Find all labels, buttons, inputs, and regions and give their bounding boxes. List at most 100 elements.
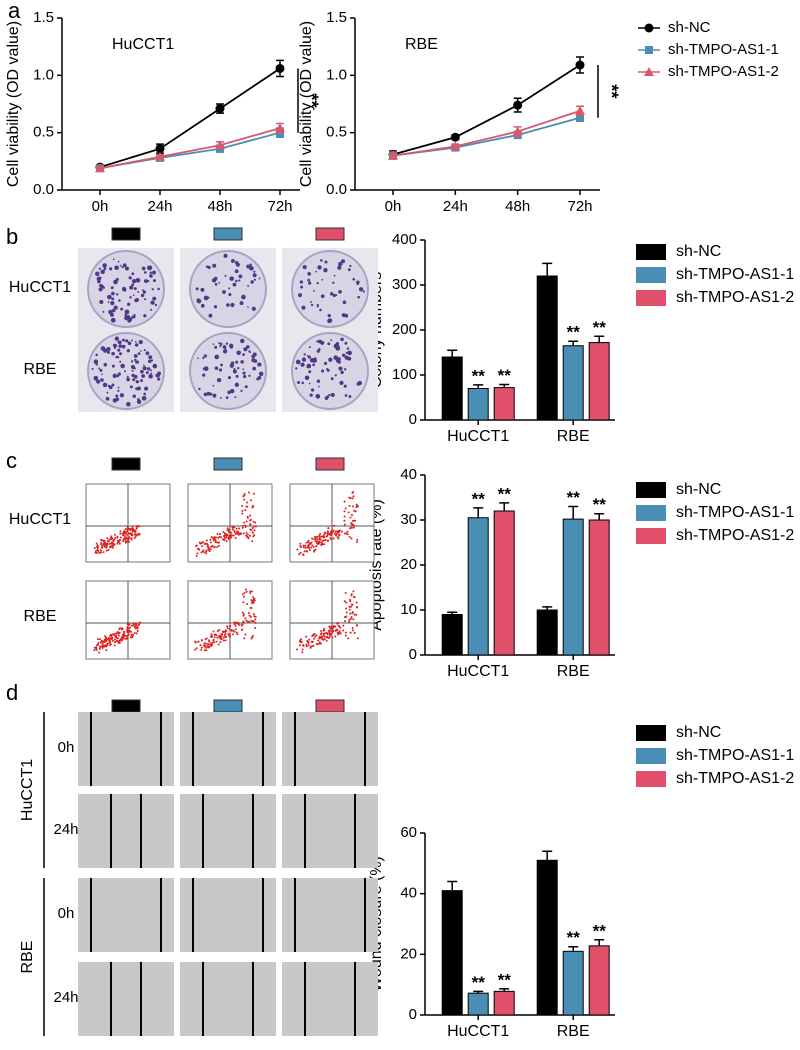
colony [99, 368, 103, 372]
legend-label: sh-TMPO-AS1-2 [676, 770, 794, 787]
colony [220, 396, 222, 399]
event [306, 550, 309, 553]
colony [299, 280, 304, 284]
colony [128, 276, 132, 280]
colony [145, 351, 150, 356]
event [345, 532, 348, 535]
event [299, 551, 302, 554]
colony [118, 299, 121, 302]
colony [235, 279, 238, 283]
event [330, 625, 333, 628]
bar [441, 614, 463, 656]
event [308, 638, 311, 641]
y-tick-label: 0.5 [326, 124, 347, 141]
event [100, 543, 103, 546]
colony [307, 355, 311, 359]
event [118, 627, 121, 630]
group-tag [315, 457, 345, 471]
colony [103, 350, 106, 353]
colony [102, 263, 107, 268]
event [222, 631, 225, 634]
event [250, 637, 253, 640]
series-line [392, 116, 581, 157]
significance: ** [601, 84, 621, 98]
event [119, 536, 122, 539]
event [126, 623, 129, 626]
event [249, 499, 252, 502]
event [122, 632, 125, 635]
event [233, 531, 236, 534]
event [319, 538, 322, 541]
event [298, 644, 301, 647]
colony [237, 352, 240, 355]
colony [251, 358, 256, 363]
event [350, 526, 353, 529]
colony [133, 315, 136, 318]
event [203, 642, 206, 645]
event [300, 546, 303, 549]
event [232, 629, 235, 632]
event [113, 634, 116, 637]
event [106, 537, 109, 540]
colony [303, 353, 306, 356]
event [301, 651, 304, 654]
event [349, 497, 352, 500]
event [253, 529, 256, 532]
event [350, 514, 353, 517]
colony [227, 390, 231, 395]
colony [115, 394, 119, 398]
colony [302, 265, 307, 270]
colony [100, 378, 104, 382]
event [205, 649, 208, 652]
x-tick-label: 48h [207, 198, 232, 215]
event [131, 525, 134, 528]
colony [141, 266, 146, 271]
wound-image [180, 794, 276, 868]
colony [307, 272, 312, 276]
error-bar [542, 850, 553, 861]
colony [127, 316, 133, 322]
colony [117, 260, 120, 263]
event [240, 624, 243, 627]
colony [246, 345, 250, 349]
event [351, 491, 354, 494]
legend-swatch [636, 482, 666, 498]
event [207, 546, 210, 549]
event [356, 605, 359, 608]
colony [105, 396, 110, 401]
event [315, 540, 318, 543]
bar [536, 859, 558, 1016]
event [127, 538, 130, 541]
colony [135, 277, 141, 283]
event [350, 603, 353, 606]
colony [242, 353, 245, 356]
event [227, 528, 230, 531]
event [205, 644, 208, 647]
event [225, 540, 228, 543]
colony [117, 348, 121, 352]
colony [144, 386, 149, 391]
event [207, 645, 210, 648]
colony [258, 277, 261, 280]
event [128, 536, 131, 539]
colony [239, 301, 244, 306]
y-tick-label: 0.0 [33, 181, 54, 198]
event [336, 628, 339, 631]
event [235, 527, 238, 530]
event [245, 531, 248, 534]
series-line [99, 67, 281, 168]
colony [141, 374, 146, 378]
event [356, 637, 359, 640]
event [315, 545, 318, 548]
event [225, 536, 228, 539]
event [95, 542, 98, 545]
wound-image [78, 962, 174, 1036]
colony [301, 381, 304, 385]
colony [320, 259, 323, 262]
colony [310, 303, 314, 307]
colony [247, 284, 250, 287]
event [230, 531, 233, 534]
colony [348, 395, 352, 398]
colony [320, 294, 325, 299]
event [332, 626, 335, 629]
